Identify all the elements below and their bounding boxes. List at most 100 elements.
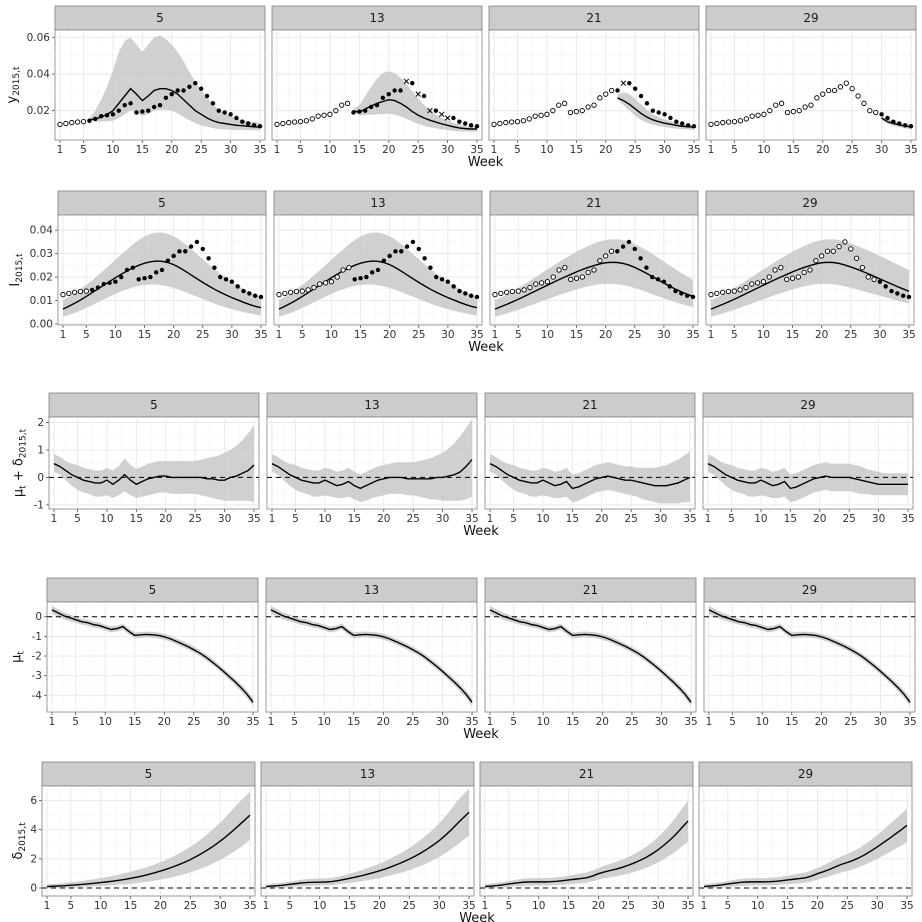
x-tick-label: 5 (728, 513, 735, 525)
x-tick-label: 35 (687, 144, 700, 156)
observed-point-open (603, 91, 609, 97)
observed-point-filled (474, 294, 480, 300)
observed-point-open (778, 100, 785, 106)
facet-strip (488, 5, 700, 31)
panel-delta-29: 291 5 10 15 20 25 30 35 (698, 761, 914, 912)
observed-point-filled (679, 291, 684, 296)
x-tick-label: 5 (725, 900, 732, 912)
observed-point-filled (900, 293, 906, 298)
observed-point-open (855, 93, 861, 99)
observed-point-open (720, 119, 726, 126)
y-tick-label: 6 (30, 795, 37, 807)
observed-point-filled (223, 277, 229, 282)
x-tick-label: 15 (566, 716, 579, 728)
x-tick-label: 10 (536, 513, 549, 525)
x-tick-label: 30 (436, 716, 449, 728)
observed-point-filled (177, 249, 182, 254)
credible-band (709, 605, 910, 707)
x-tick-label: 30 (874, 716, 887, 728)
observed-point-open (754, 280, 761, 286)
observed-point-filled (188, 244, 194, 249)
observed-point-open (859, 265, 866, 271)
observed-point-open (293, 288, 300, 295)
x-tick-label: 5 (74, 513, 81, 525)
x-tick-label: 25 (188, 513, 201, 525)
x-tick-label: 15 (130, 513, 143, 525)
observed-point-open (755, 112, 761, 118)
observed-point-filled (387, 253, 392, 259)
observed-point-open (714, 290, 720, 297)
observed-point-filled (421, 93, 427, 99)
observed-point-filled (212, 265, 217, 270)
x-tick-label: 25 (403, 900, 416, 912)
observed-point-filled (200, 246, 205, 252)
x-tick-label: 30 (436, 513, 449, 525)
observed-point-open (814, 95, 820, 101)
observed-point-open (520, 118, 527, 124)
x-tick-label: 10 (540, 144, 553, 156)
observed-point-filled (228, 112, 233, 117)
x-axis-title: Week (468, 340, 504, 355)
observed-point-open (608, 87, 615, 94)
y-tick-label: 0.06 (27, 32, 51, 44)
observed-point-filled (165, 258, 171, 263)
observed-point-filled (638, 256, 643, 261)
observed-point-open (321, 112, 327, 118)
observed-point-open (767, 108, 773, 114)
observed-point-filled (422, 256, 427, 261)
credible-band (353, 71, 477, 132)
observed-point-open (789, 275, 796, 281)
observed-point-open (57, 121, 63, 128)
observed-point-open (842, 239, 848, 245)
observed-point-filled (93, 116, 98, 122)
x-tick-label: 25 (844, 329, 857, 341)
facet-strip (48, 392, 260, 418)
x-tick-label: 25 (411, 144, 424, 156)
observed-point-filled (218, 274, 223, 280)
facet-label: 5 (150, 398, 158, 412)
x-tick-label: 15 (570, 144, 583, 156)
x-tick-label: 35 (904, 144, 917, 156)
credible-band (279, 232, 477, 317)
facet-label: 29 (798, 767, 813, 781)
mean-line (617, 97, 695, 128)
observed-point-filled (119, 274, 124, 280)
y-tick-label: -2 (32, 651, 42, 663)
y-tick-label: -1 (32, 631, 42, 643)
x-tick-label: 35 (686, 329, 699, 341)
observed-point-filled (142, 275, 147, 281)
observed-point-filled (204, 93, 210, 99)
x-tick-label: 20 (816, 144, 829, 156)
observed-point-filled (198, 86, 204, 91)
observed-point-filled (451, 115, 456, 121)
facet-label: 5 (156, 11, 164, 25)
facet-label: 29 (802, 196, 817, 210)
observed-point-open (573, 108, 580, 115)
x-tick-label: 1 (57, 144, 64, 156)
y-tick-label: 2 (30, 853, 37, 865)
observed-point-open (492, 291, 498, 298)
y-tick-label: -4 (32, 690, 43, 702)
observed-point-filled (171, 253, 176, 259)
facet-strip (489, 190, 699, 216)
observed-point-filled (222, 110, 227, 115)
x-tick-label: 1 (705, 513, 712, 525)
facet-strip (46, 577, 259, 603)
observed-point-open (597, 95, 603, 101)
x-tick-label: 15 (781, 900, 794, 912)
credible-band (89, 35, 260, 131)
observed-point-open (573, 275, 580, 281)
facet-label: 13 (364, 583, 379, 597)
x-tick-label: 1 (708, 144, 715, 156)
observed-point-filled (364, 274, 369, 280)
observed-point-open (749, 281, 755, 287)
x-tick-label: 35 (684, 716, 697, 728)
x-tick-label: 25 (194, 144, 207, 156)
observed-point-open (853, 255, 860, 261)
observed-point-open (544, 279, 551, 285)
observed-point-open (585, 104, 591, 110)
facet-label: 5 (149, 583, 157, 597)
